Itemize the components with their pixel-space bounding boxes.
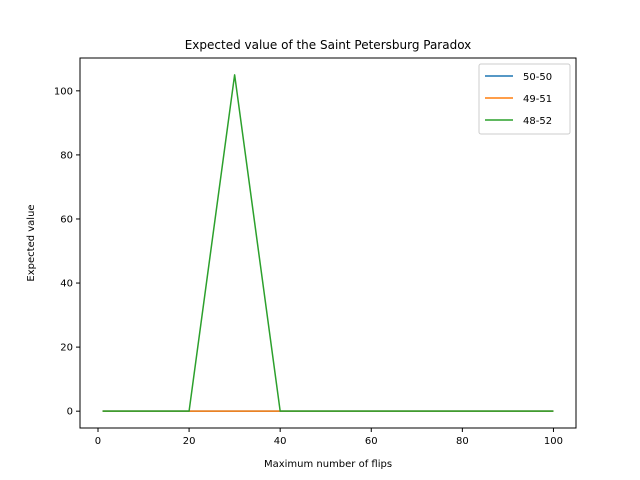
y-tick-label: 20 xyxy=(60,343,73,354)
y-tick-label: 0 xyxy=(67,407,73,418)
x-tick-label: 20 xyxy=(183,436,196,447)
y-tick-label: 40 xyxy=(60,279,73,290)
legend: 50-50 49-51 48-52 xyxy=(478,63,571,135)
y-axis-label: Expected value xyxy=(26,204,37,281)
legend-label: 50-50 xyxy=(523,72,552,83)
y-axis: 0 20 40 60 80 100 xyxy=(54,86,80,418)
chart-title: Expected value of the Saint Petersburg P… xyxy=(185,38,472,52)
x-tick-label: 40 xyxy=(274,436,287,447)
series-line-48-52 xyxy=(102,74,554,412)
legend-label: 49-51 xyxy=(523,94,552,105)
y-tick-label: 60 xyxy=(60,214,73,225)
legend-label: 48-52 xyxy=(523,116,552,127)
y-tick-label: 80 xyxy=(60,150,73,161)
y-tick-label: 100 xyxy=(54,86,73,97)
x-axis-label: Maximum number of flips xyxy=(264,459,392,470)
plot-lines xyxy=(102,74,554,412)
x-tick-label: 0 xyxy=(95,436,101,447)
x-axis: 0 20 40 60 80 100 xyxy=(95,428,563,447)
x-tick-label: 60 xyxy=(365,436,378,447)
plot-frame xyxy=(79,57,577,429)
legend-box xyxy=(478,63,571,135)
x-tick-label: 80 xyxy=(456,436,469,447)
x-tick-label: 100 xyxy=(544,436,563,447)
